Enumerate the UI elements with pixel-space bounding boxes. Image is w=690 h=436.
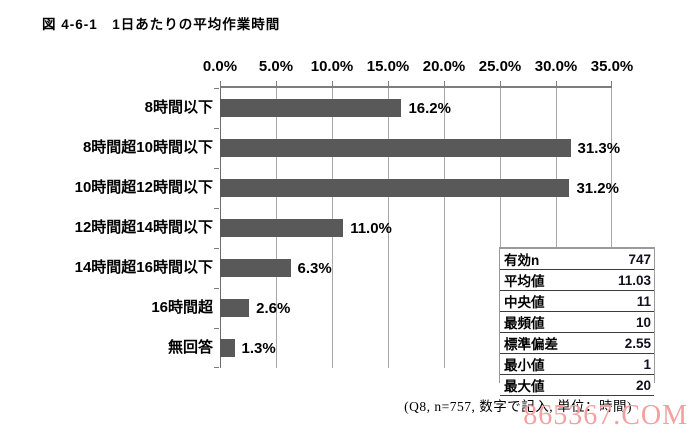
bar-row: 16.2% (220, 88, 612, 128)
x-tick-label: 25.0% (478, 58, 522, 75)
stats-table: 有効n 747 平均値 11.03 中央値 11 最頻値 10 標準偏差 2.55 最小値 1 最大値 2… (499, 247, 655, 396)
stats-row: 最頻値 10 (500, 312, 654, 333)
bar (220, 259, 291, 277)
bar-row: 1.3% (220, 328, 612, 368)
x-tick-label: 5.0% (258, 58, 294, 75)
stats-label: 有効n (504, 253, 540, 268)
bar (220, 219, 344, 237)
gridline (611, 88, 612, 368)
category-axis-tick (214, 208, 219, 209)
x-axis-tick (500, 81, 501, 86)
bar-value-label: 11.0% (350, 219, 392, 237)
bar-row: 31.3% (220, 128, 620, 168)
category-axis-tick (214, 367, 219, 368)
bar (220, 99, 402, 117)
bar-value-label: 1.3% (241, 339, 276, 357)
chart-title: 図 4-6-1 1日あたりの平均作業時間 (42, 17, 281, 32)
bar-value-label: 6.3% (297, 259, 332, 277)
stats-label: 平均値 (504, 274, 545, 289)
x-tick-label: 0.0% (202, 58, 238, 75)
bar-row: 31.2% (220, 168, 619, 208)
x-tick-label: 20.0% (422, 58, 466, 75)
stats-row: 中央値 11 (500, 291, 654, 312)
category-label: 16時間超 (151, 298, 213, 316)
bar (220, 299, 250, 317)
category-label: 無回答 (167, 338, 213, 356)
x-axis-tick (220, 81, 221, 86)
gridline (500, 88, 501, 368)
bar-row: 11.0% (220, 208, 612, 248)
category-axis: 8時間以下 8時間超10時間以下 10時間超12時間以下 12時間超14時間以下 14時… (22, 86, 213, 366)
stats-value: 10 (635, 314, 651, 330)
stats-value: 11 (636, 293, 651, 309)
bar-value-label: 2.6% (256, 299, 291, 317)
category-label: 10時間超12時間以下 (74, 178, 213, 196)
bar-row: 6.3% (220, 248, 612, 288)
stats-label: 中央値 (504, 295, 545, 310)
stats-row: 平均値 11.03 (500, 270, 654, 291)
bar-value-label: 31.3% (577, 139, 621, 157)
category-label: 8時間超10時間以下 (82, 138, 213, 156)
bar (220, 339, 235, 357)
category-axis-tick (214, 88, 219, 89)
watermark: 865367.COM (523, 400, 688, 431)
stats-value: 2.55 (624, 335, 651, 351)
x-tick-label: 10.0% (310, 58, 354, 75)
x-tick-label: 35.0% (590, 58, 634, 75)
gridline (556, 88, 557, 368)
category-axis-tick (214, 248, 219, 249)
stats-value: 1 (643, 356, 651, 372)
category-axis-tick (214, 128, 219, 129)
x-axis-tick (388, 81, 389, 86)
bar-value-label: 16.2% (408, 99, 451, 117)
stats-value: 20 (635, 377, 651, 393)
x-tick-label: 15.0% (366, 58, 410, 75)
stats-row: 有効n 747 (500, 249, 654, 270)
x-axis-tick (556, 81, 557, 86)
footnote: (Q8, n=757, 数字で記入, 単位：時間) (404, 399, 632, 414)
stats-row: 最小値 1 (500, 354, 654, 375)
x-axis: 0.0% 5.0% 10.0% 15.0% 20.0% 25.0% 30.0% 35.0% (203, 58, 633, 78)
x-axis-tick (275, 81, 277, 86)
stats-label: 標準偏差 (504, 337, 558, 352)
stats-label: 最小値 (504, 358, 545, 373)
category-label: 8時間以下 (144, 98, 213, 116)
category-label: 14時間超16時間以下 (74, 258, 213, 276)
stats-label: 最頻値 (504, 316, 545, 331)
stats-value: 747 (628, 251, 651, 267)
category-axis-tick (214, 168, 219, 169)
gridline (443, 88, 445, 368)
x-axis-tick (443, 81, 445, 86)
category-axis-tick (214, 288, 219, 289)
x-axis-tick (331, 81, 333, 86)
category-label: 12時間超14時間以下 (74, 218, 213, 236)
bar (220, 179, 570, 197)
category-axis-tick (214, 328, 219, 329)
bar-value-label: 31.2% (576, 179, 619, 197)
bar (220, 139, 571, 157)
bar-row: 2.6% (220, 288, 612, 328)
stats-label: 最大値 (504, 379, 545, 394)
x-tick-label: 30.0% (534, 58, 578, 75)
plot-area: 16.2% 31.3% 31.2% 11.0% 6.3% 2.6% 1.3% (214, 81, 620, 368)
gridline (388, 88, 389, 368)
stats-row: 標準偏差 2.55 (500, 333, 654, 354)
stats-value: 11.03 (617, 272, 651, 288)
stats-row: 最大値 20 (500, 375, 654, 396)
x-axis-tick (611, 81, 612, 86)
